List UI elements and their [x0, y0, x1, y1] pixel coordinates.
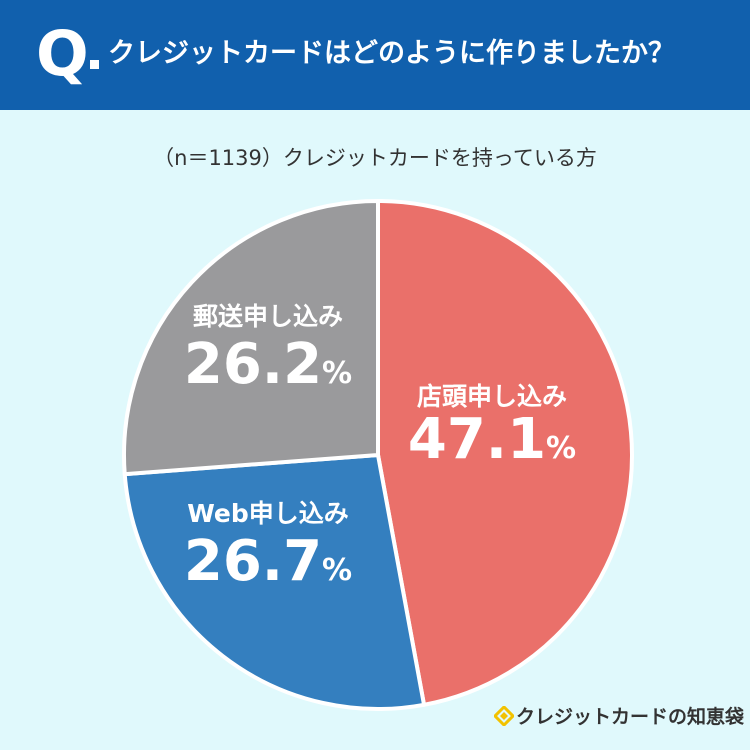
- slice-value-label: 26.2%: [184, 332, 352, 397]
- q-mark: Q: [36, 17, 89, 90]
- pie-slice: [376, 199, 634, 707]
- pie-slice: [122, 199, 380, 477]
- slice-name-label: Web申し込み: [187, 499, 349, 528]
- question-title: クレジットカードはどのように作りましたか？: [108, 38, 675, 69]
- slice-value-label: 47.1%: [408, 407, 576, 472]
- brand-logo: クレジットカードの知恵袋: [494, 704, 744, 730]
- q-dot: [90, 60, 99, 69]
- header-banner: Q クレジットカードはどのように作りましたか？: [0, 0, 750, 110]
- slice-name-label: 店頭申し込み: [417, 382, 567, 411]
- diamond-icon: [494, 706, 514, 726]
- slice-name-label: 郵送申し込み: [193, 302, 343, 331]
- slice-value-label: 26.7%: [184, 529, 352, 594]
- brand-logo-text: クレジットカードの知恵袋: [516, 706, 745, 728]
- sample-subtitle: （n＝1139）クレジットカードを持っている方: [153, 146, 597, 170]
- pie-slice: [122, 453, 427, 711]
